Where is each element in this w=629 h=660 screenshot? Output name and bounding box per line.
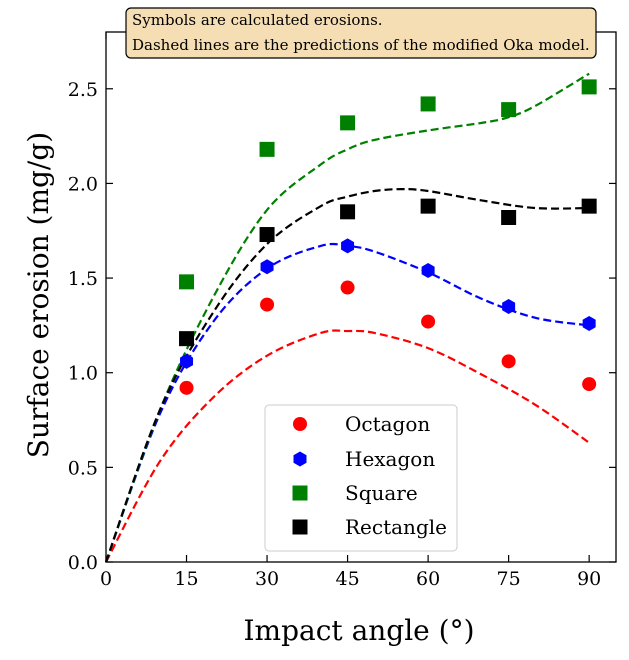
data-point-octagon xyxy=(179,380,194,395)
data-point-hexagon xyxy=(180,353,194,369)
data-point-hexagon xyxy=(502,298,516,314)
legend-label-octagon: Octagon xyxy=(345,412,430,436)
data-point-octagon xyxy=(501,354,516,369)
data-point-hexagon xyxy=(341,238,355,254)
data-point-hexagon xyxy=(582,316,596,331)
data-point-rectangle xyxy=(340,204,356,220)
data-point-square xyxy=(581,79,597,95)
legend-label-hexagon: Hexagon xyxy=(345,447,435,471)
plot-layer xyxy=(104,72,597,563)
x-tick-label: 75 xyxy=(497,568,521,590)
model-curve-hexagon xyxy=(104,242,590,563)
legend-marker-square xyxy=(292,485,308,501)
data-point-rectangle xyxy=(259,227,275,243)
legend-label-square: Square xyxy=(345,481,418,505)
data-point-octagon xyxy=(340,280,355,295)
annotation-line-2: Dashed lines are the predictions of the … xyxy=(132,36,590,54)
model-curve-square xyxy=(104,72,590,563)
data-point-square xyxy=(179,274,195,290)
data-point-rectangle xyxy=(581,198,597,214)
data-point-square xyxy=(259,141,275,157)
legend-marker-octagon xyxy=(293,417,307,431)
legend-markers xyxy=(292,417,308,535)
y-axis-title: Surface erosion (mg/g) xyxy=(22,132,55,458)
data-point-octagon xyxy=(260,297,275,312)
data-point-rectangle xyxy=(179,331,195,347)
model-curve-octagon xyxy=(105,329,590,563)
legend-marker-hexagon xyxy=(293,451,307,467)
axes-layer: 0 15 30 45 60 75 90 0.0 0.5 1.0 1.5 2.0 2.5 xyxy=(68,31,617,590)
data-point-octagon xyxy=(582,377,597,392)
legend-marker-rectangle xyxy=(292,519,308,535)
data-point-hexagon xyxy=(421,263,435,278)
y-tick-label: 2.5 xyxy=(68,79,98,101)
annotation-line-1: Symbols are calculated erosions. xyxy=(132,11,383,29)
x-tick-label: 15 xyxy=(174,568,198,590)
data-point-rectangle xyxy=(420,198,436,214)
x-tick-label: 0 xyxy=(100,568,112,590)
y-tick-label: 2.0 xyxy=(68,173,98,195)
legend: Octagon Hexagon Square Rectangle xyxy=(264,404,458,552)
y-tick-label: 1.5 xyxy=(68,268,98,290)
x-tick-label: 60 xyxy=(416,568,440,590)
x-axis-title: Impact angle (°) xyxy=(244,614,475,647)
data-point-square xyxy=(340,115,356,131)
legend-label-rectangle: Rectangle xyxy=(345,515,447,539)
annotation-background xyxy=(125,7,597,59)
data-point-octagon xyxy=(421,314,436,329)
annotation-box: Symbols are calculated erosions. Dashed … xyxy=(125,7,597,59)
x-tick-label: 45 xyxy=(335,568,359,590)
data-point-square xyxy=(420,96,436,112)
legend-frame xyxy=(264,404,458,552)
y-tick-label: 0.0 xyxy=(68,552,98,574)
data-point-square xyxy=(501,102,517,118)
y-tick-label: 1.0 xyxy=(68,363,98,385)
x-tick-label: 90 xyxy=(577,568,601,590)
x-tick-label: 30 xyxy=(255,568,279,590)
data-point-hexagon xyxy=(260,259,274,275)
model-curve-rectangle xyxy=(104,188,590,563)
data-point-rectangle xyxy=(501,210,517,225)
y-tick-label: 0.5 xyxy=(68,457,98,479)
